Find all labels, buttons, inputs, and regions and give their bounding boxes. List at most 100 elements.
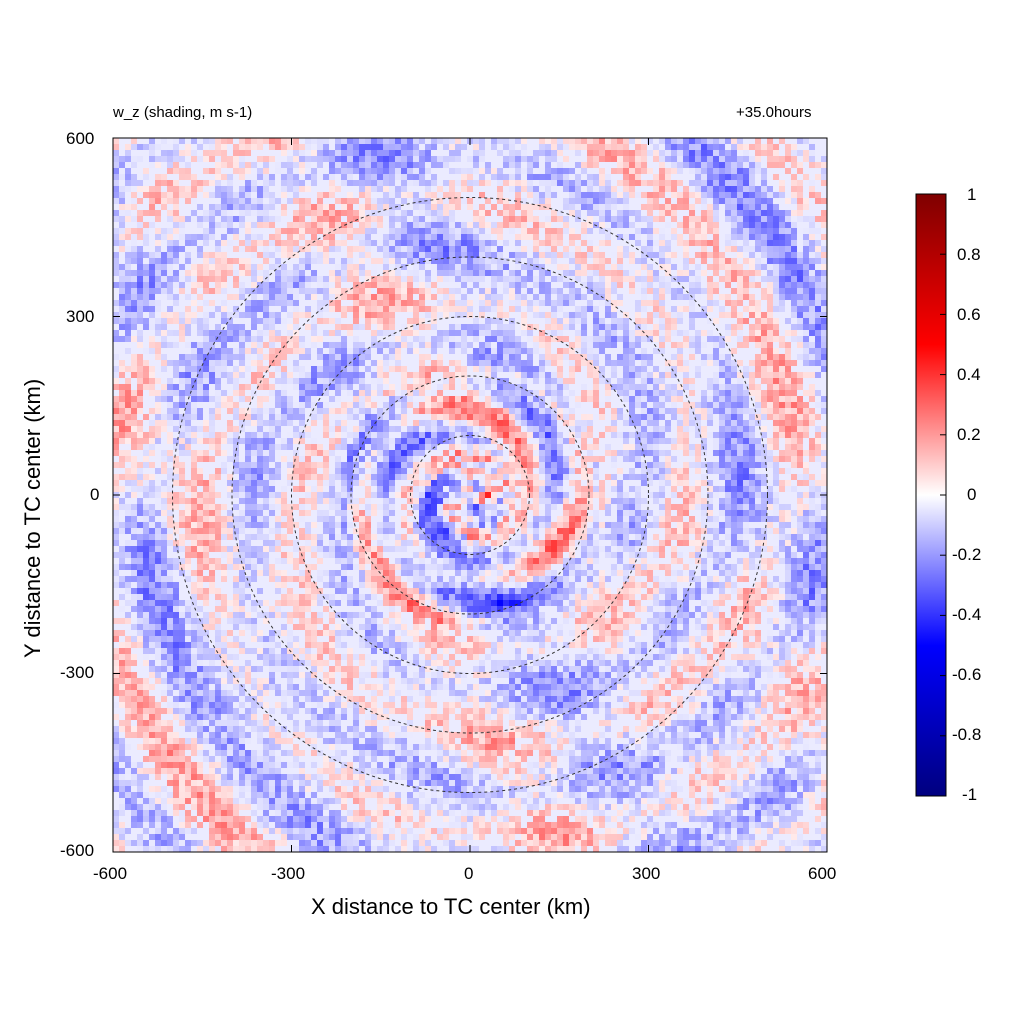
field-cell	[635, 432, 641, 438]
field-cell	[299, 348, 305, 354]
field-cell	[191, 426, 197, 432]
field-cell	[767, 246, 773, 252]
field-cell	[191, 270, 197, 276]
field-cell	[419, 174, 425, 180]
field-cell	[137, 294, 143, 300]
field-cell	[677, 138, 683, 144]
field-cell	[341, 222, 347, 228]
field-cell	[137, 276, 143, 282]
field-cell	[341, 360, 347, 366]
field-cell	[347, 294, 353, 300]
field-cell	[701, 396, 707, 402]
field-cell	[725, 312, 731, 318]
field-cell	[353, 246, 359, 252]
field-cell	[593, 204, 599, 210]
field-cell	[797, 450, 803, 456]
field-cell	[203, 456, 209, 462]
field-cell	[293, 366, 299, 372]
field-cell	[113, 144, 119, 150]
field-cell	[539, 396, 545, 402]
field-cell	[671, 144, 677, 150]
field-cell	[539, 222, 545, 228]
field-cell	[137, 426, 143, 432]
field-cell	[449, 306, 455, 312]
field-cell	[515, 168, 521, 174]
field-cell	[365, 216, 371, 222]
field-cell	[797, 402, 803, 408]
field-cell	[791, 228, 797, 234]
field-cell	[443, 366, 449, 372]
field-cell	[137, 180, 143, 186]
field-cell	[233, 438, 239, 444]
field-cell	[497, 150, 503, 156]
field-cell	[425, 180, 431, 186]
field-cell	[383, 150, 389, 156]
field-cell	[119, 462, 125, 468]
field-cell	[815, 192, 821, 198]
field-cell	[647, 330, 653, 336]
field-cell	[551, 180, 557, 186]
field-cell	[461, 384, 467, 390]
field-cell	[317, 450, 323, 456]
field-cell	[557, 234, 563, 240]
field-cell	[485, 414, 491, 420]
field-cell	[317, 162, 323, 168]
field-cell	[203, 270, 209, 276]
field-cell	[161, 150, 167, 156]
field-cell	[437, 216, 443, 222]
field-cell	[323, 294, 329, 300]
field-cell	[323, 174, 329, 180]
field-cell	[761, 366, 767, 372]
field-cell	[527, 366, 533, 372]
field-cell	[251, 384, 257, 390]
field-cell	[497, 186, 503, 192]
field-cell	[413, 198, 419, 204]
field-cell	[263, 450, 269, 456]
field-cell	[527, 360, 533, 366]
field-cell	[791, 198, 797, 204]
field-cell	[191, 384, 197, 390]
field-cell	[821, 270, 827, 276]
field-cell	[443, 240, 449, 246]
field-cell	[485, 180, 491, 186]
field-cell	[575, 270, 581, 276]
field-cell	[599, 222, 605, 228]
field-cell	[263, 192, 269, 198]
field-cell	[593, 246, 599, 252]
field-cell	[695, 288, 701, 294]
field-cell	[149, 432, 155, 438]
field-cell	[743, 318, 749, 324]
field-cell	[593, 402, 599, 408]
field-cell	[119, 402, 125, 408]
field-cell	[365, 294, 371, 300]
field-cell	[803, 246, 809, 252]
field-cell	[629, 330, 635, 336]
field-cell	[443, 306, 449, 312]
field-cell	[437, 264, 443, 270]
field-cell	[761, 372, 767, 378]
field-cell	[755, 444, 761, 450]
field-cell	[239, 342, 245, 348]
field-cell	[125, 216, 131, 222]
field-cell	[497, 336, 503, 342]
field-cell	[611, 324, 617, 330]
field-cell	[395, 240, 401, 246]
field-cell	[623, 438, 629, 444]
field-cell	[545, 336, 551, 342]
field-cell	[815, 414, 821, 420]
field-cell	[821, 216, 827, 222]
field-cell	[239, 168, 245, 174]
field-cell	[725, 324, 731, 330]
field-cell	[695, 180, 701, 186]
field-cell	[377, 312, 383, 318]
field-cell	[119, 186, 125, 192]
field-cell	[737, 420, 743, 426]
field-cell	[533, 378, 539, 384]
field-cell	[785, 330, 791, 336]
field-cell	[521, 456, 527, 462]
field-cell	[479, 264, 485, 270]
field-cell	[389, 306, 395, 312]
field-cell	[785, 426, 791, 432]
field-cell	[473, 240, 479, 246]
field-cell	[401, 264, 407, 270]
